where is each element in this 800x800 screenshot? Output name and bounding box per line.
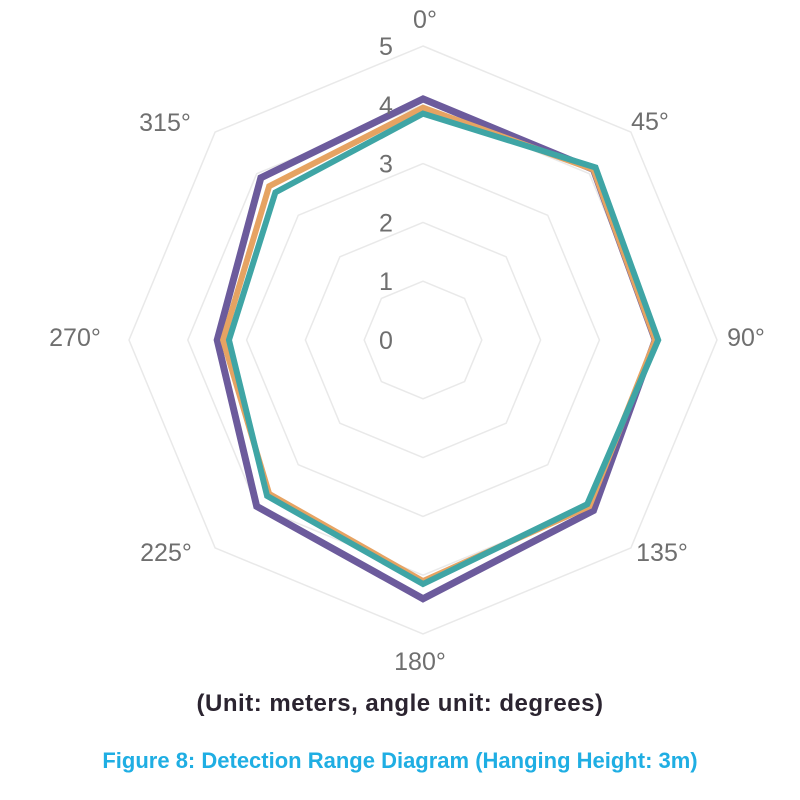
radial-tick-label-1: 1 <box>379 268 393 296</box>
radial-tick-label-4: 4 <box>379 92 393 120</box>
angle-label-45: 45° <box>631 108 669 136</box>
radar-series-teal <box>225 110 662 588</box>
grid-ring-1 <box>363 280 483 400</box>
angle-label-315: 315° <box>139 109 191 137</box>
radar-chart: 0 1 2 3 4 5 0° 45° 90° 135° 180° 225° 270° 315° <box>49 6 765 676</box>
angle-label-90: 90° <box>727 324 765 352</box>
angle-label-180: 180° <box>394 648 446 676</box>
grid-ring-5 <box>128 45 718 635</box>
figure-caption: Figure 8: Detection Range Diagram (Hangi… <box>102 748 698 773</box>
radar-chart-area: 0 1 2 3 4 5 0° 45° 90° 135° 180° 225° 270° 315° <box>49 6 765 676</box>
angle-label-135: 135° <box>636 539 688 567</box>
grid-ring-2 <box>304 221 542 459</box>
grid-ring-3 <box>245 162 601 518</box>
angle-label-270: 270° <box>49 324 101 352</box>
radial-tick-label-5: 5 <box>379 33 393 61</box>
angle-label-0: 0° <box>413 6 437 34</box>
angle-label-225: 225° <box>140 539 192 567</box>
radial-tick-label-2: 2 <box>379 209 393 237</box>
radial-tick-label-3: 3 <box>379 151 393 179</box>
radial-tick-label-0: 0 <box>379 327 393 355</box>
unit-caption: (Unit: meters, angle unit: degrees) <box>196 690 604 717</box>
